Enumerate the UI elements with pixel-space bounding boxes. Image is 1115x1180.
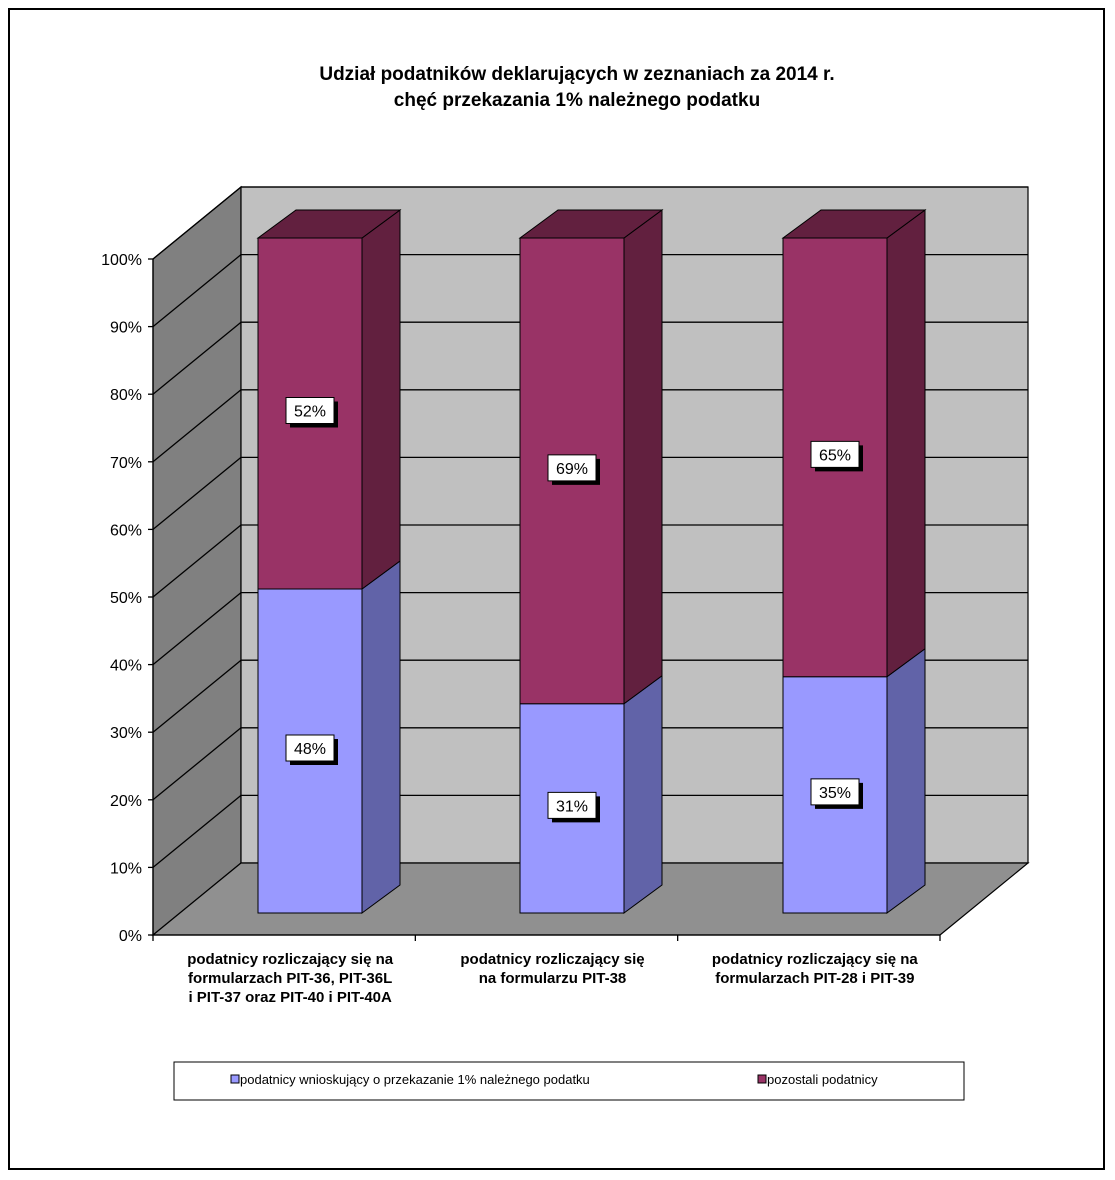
legend-label: podatnicy wnioskujący o przekazanie 1% n… xyxy=(240,1072,590,1087)
y-tick-label: 30% xyxy=(110,725,142,742)
y-tick-label: 90% xyxy=(110,320,142,337)
data-label: 48% xyxy=(294,741,326,758)
data-label-box xyxy=(285,397,335,424)
category-label: formularzach PIT-36, PIT-36L xyxy=(188,970,392,987)
data-label: 69% xyxy=(556,461,588,478)
chart-title-line: chęć przekazania 1% należnego podatku xyxy=(394,90,760,111)
gridline-side xyxy=(152,456,242,530)
category-label: podatnicy rozliczający się xyxy=(460,951,644,968)
data-label: 31% xyxy=(556,798,588,815)
data-label: 65% xyxy=(819,447,851,464)
chart-frame: Udział podatników deklarujących w zeznan… xyxy=(8,8,1105,1170)
chart-title-line: Udział podatników deklarujących w zeznan… xyxy=(319,64,834,85)
data-label-box xyxy=(810,440,860,468)
data-label-box xyxy=(285,734,335,762)
y-tick-label: 10% xyxy=(110,860,142,877)
gridline-side xyxy=(152,321,242,395)
gridline-side xyxy=(152,727,242,801)
bar-side xyxy=(886,647,926,914)
gridline-side xyxy=(152,794,242,868)
data-label-box xyxy=(547,791,597,819)
gridline-side xyxy=(152,659,242,733)
data-label-box xyxy=(547,454,597,482)
gridline-side xyxy=(152,389,242,463)
legend-swatch xyxy=(230,1074,240,1084)
legend-label: pozostali podatnicy xyxy=(767,1072,878,1087)
bar-side xyxy=(361,560,401,914)
y-tick-label: 0% xyxy=(119,928,142,945)
chart: Udział podatników deklarujących w zeznan… xyxy=(101,64,1030,1101)
legend xyxy=(173,1061,965,1101)
category-label: formularzach PIT-28 i PIT-39 xyxy=(715,970,914,987)
legend-swatch xyxy=(757,1074,767,1084)
data-label: 35% xyxy=(819,785,851,802)
category-label: i PIT-37 oraz PIT-40 i PIT-40A xyxy=(188,989,392,1006)
y-tick-label: 20% xyxy=(110,793,142,810)
y-tick-label: 60% xyxy=(110,522,142,539)
data-label-box xyxy=(810,778,860,806)
y-tick-label: 80% xyxy=(110,387,142,404)
gridline-side xyxy=(152,186,242,260)
category-label: na formularzu PIT-38 xyxy=(479,970,627,987)
category-label: podatnicy rozliczający się na xyxy=(187,951,394,968)
gridline-side xyxy=(152,524,242,598)
bar-side xyxy=(623,674,663,914)
gridline-side xyxy=(152,254,242,328)
y-tick-label: 70% xyxy=(110,455,142,472)
data-label: 52% xyxy=(294,404,326,421)
bar-side xyxy=(361,209,401,590)
y-tick-label: 100% xyxy=(101,252,142,269)
y-tick-label: 50% xyxy=(110,590,142,607)
gridline-side xyxy=(152,592,242,666)
bar-side xyxy=(886,209,926,678)
bar-side xyxy=(623,209,663,705)
y-tick-label: 40% xyxy=(110,658,142,675)
category-label: podatnicy rozliczający się na xyxy=(712,951,919,968)
